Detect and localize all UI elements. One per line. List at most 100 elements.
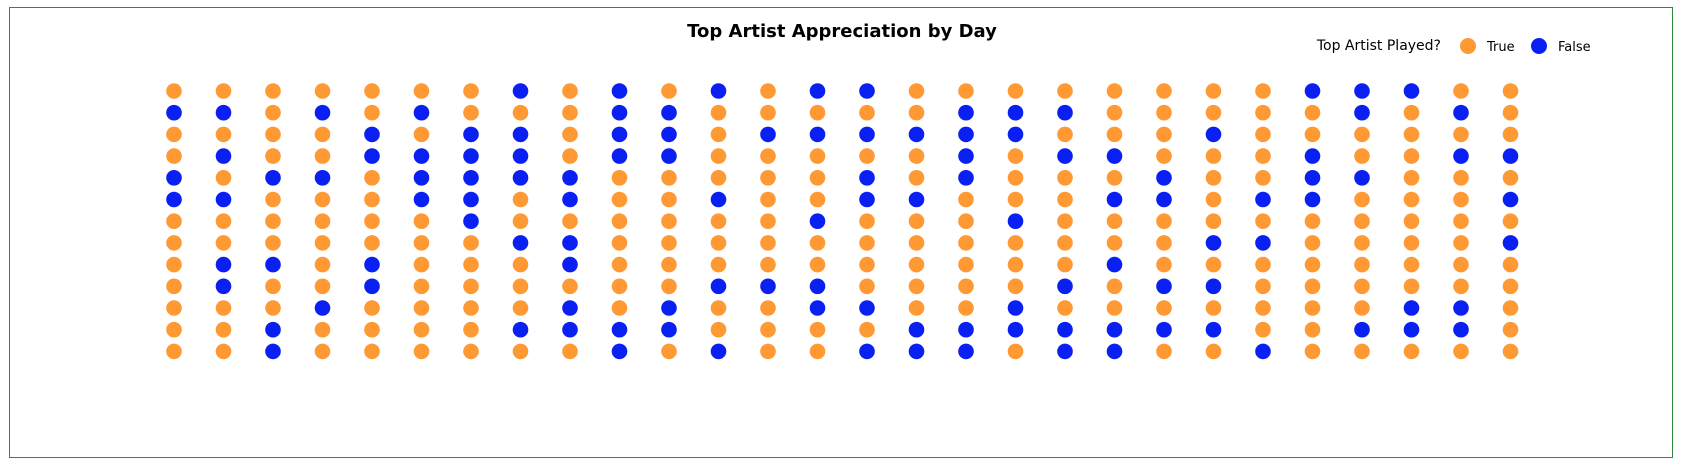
- legend-label-false: False: [1558, 40, 1591, 55]
- dot-r9-c5: [364, 256, 380, 273]
- dot-r10-c5: [364, 278, 380, 295]
- dot-r11-c4: [314, 300, 331, 316]
- dot-r8-c27: [1453, 235, 1469, 251]
- dot-r10-c1: [166, 278, 182, 295]
- dot-r9-c15: [859, 256, 875, 273]
- dot-r12-c6: [413, 321, 430, 338]
- dot-r3-c3: [265, 126, 281, 143]
- dot-r4-c14: [809, 148, 826, 164]
- dot-r2-c15: [859, 104, 875, 121]
- dot-r3-c28: [1502, 126, 1519, 143]
- dot-r10-c10: [611, 278, 628, 295]
- dot-r4-c27: [1453, 148, 1469, 164]
- dot-r9-c8: [512, 256, 529, 273]
- dot-r4-c9: [562, 148, 578, 164]
- dot-r9-c23: [1255, 256, 1271, 273]
- dot-r2-c14: [809, 104, 826, 121]
- dot-r8-c26: [1403, 235, 1420, 251]
- dot-r10-c12: [710, 278, 727, 295]
- dot-r6-c15: [859, 191, 875, 208]
- legend-marker-false: [1531, 38, 1547, 54]
- dot-r10-c22: [1205, 278, 1222, 295]
- dot-r8-c16: [908, 235, 925, 251]
- dot-r5-c9: [562, 170, 578, 186]
- dot-r2-c16: [908, 104, 925, 121]
- dot-r7-c12: [710, 213, 727, 229]
- dot-r7-c13: [760, 213, 776, 229]
- dot-r12-c1: [166, 321, 182, 338]
- dot-r12-c7: [463, 321, 479, 338]
- dot-r2-c19: [1057, 104, 1073, 121]
- dot-r3-c9: [562, 126, 578, 143]
- dot-r11-c27: [1453, 300, 1469, 316]
- dot-r7-c20: [1106, 213, 1123, 229]
- dot-r7-c18: [1007, 213, 1024, 229]
- dot-r13-c20: [1106, 343, 1123, 360]
- dot-r11-c22: [1205, 300, 1222, 316]
- dot-r12-c15: [859, 321, 875, 338]
- dot-r6-c23: [1255, 191, 1271, 208]
- dot-r11-c1: [166, 300, 182, 316]
- dot-r6-c7: [463, 191, 479, 208]
- dot-r1-c27: [1453, 83, 1469, 99]
- dot-r10-c2: [215, 278, 232, 295]
- dot-r9-c20: [1106, 256, 1123, 273]
- dot-r5-c16: [908, 170, 925, 186]
- dot-r2-c26: [1403, 104, 1420, 121]
- dot-r6-c16: [908, 191, 925, 208]
- dot-r6-c6: [413, 191, 430, 208]
- dot-r8-c13: [760, 235, 776, 251]
- dot-r4-c25: [1354, 148, 1370, 164]
- dot-r4-c22: [1205, 148, 1222, 164]
- dot-r9-c26: [1403, 256, 1420, 273]
- chart-title: Top Artist Appreciation by Day: [687, 21, 997, 42]
- dot-r3-c25: [1354, 126, 1370, 143]
- dot-r8-c7: [463, 235, 479, 251]
- dot-r9-c4: [314, 256, 331, 273]
- dot-r13-c2: [215, 343, 232, 360]
- dot-r4-c10: [611, 148, 628, 164]
- dot-r5-c6: [413, 170, 430, 186]
- dot-r3-c11: [661, 126, 677, 143]
- dot-r5-c23: [1255, 170, 1271, 186]
- dot-r10-c28: [1502, 278, 1519, 295]
- dot-r10-c4: [314, 278, 331, 295]
- dot-r11-c28: [1502, 300, 1519, 316]
- dot-r8-c25: [1354, 235, 1370, 251]
- dot-r12-c17: [958, 321, 974, 338]
- dot-r13-c24: [1304, 343, 1321, 360]
- dot-r5-c3: [265, 170, 281, 186]
- dot-r10-c13: [760, 278, 776, 295]
- chart-frame: [9, 7, 1673, 458]
- dot-r12-c24: [1304, 321, 1321, 338]
- dot-r2-c6: [413, 104, 430, 121]
- dot-r8-c8: [512, 235, 529, 251]
- dot-r3-c27: [1453, 126, 1469, 143]
- dot-r8-c4: [314, 235, 331, 251]
- dot-r8-c6: [413, 235, 430, 251]
- dot-r10-c7: [463, 278, 479, 295]
- dot-r13-c8: [512, 343, 529, 360]
- dot-r9-c21: [1156, 256, 1172, 273]
- dot-r1-c10: [611, 83, 628, 99]
- dot-r9-c14: [809, 256, 826, 273]
- dot-r7-c23: [1255, 213, 1271, 229]
- dot-r12-c9: [562, 321, 578, 338]
- dot-r3-c12: [710, 126, 727, 143]
- dot-r1-c19: [1057, 83, 1073, 99]
- dot-r1-c23: [1255, 83, 1271, 99]
- dot-r2-c12: [710, 104, 727, 121]
- dot-r12-c25: [1354, 321, 1370, 338]
- dot-r4-c8: [512, 148, 529, 164]
- dot-r11-c20: [1106, 300, 1123, 316]
- dot-r9-c3: [265, 256, 281, 273]
- dot-r4-c3: [265, 148, 281, 164]
- dot-r10-c26: [1403, 278, 1420, 295]
- dot-r3-c5: [364, 126, 380, 143]
- dot-r1-c15: [859, 83, 875, 99]
- dot-r13-c3: [265, 343, 281, 360]
- dot-r13-c9: [562, 343, 578, 360]
- dot-r7-c24: [1304, 213, 1321, 229]
- dot-r5-c18: [1007, 170, 1024, 186]
